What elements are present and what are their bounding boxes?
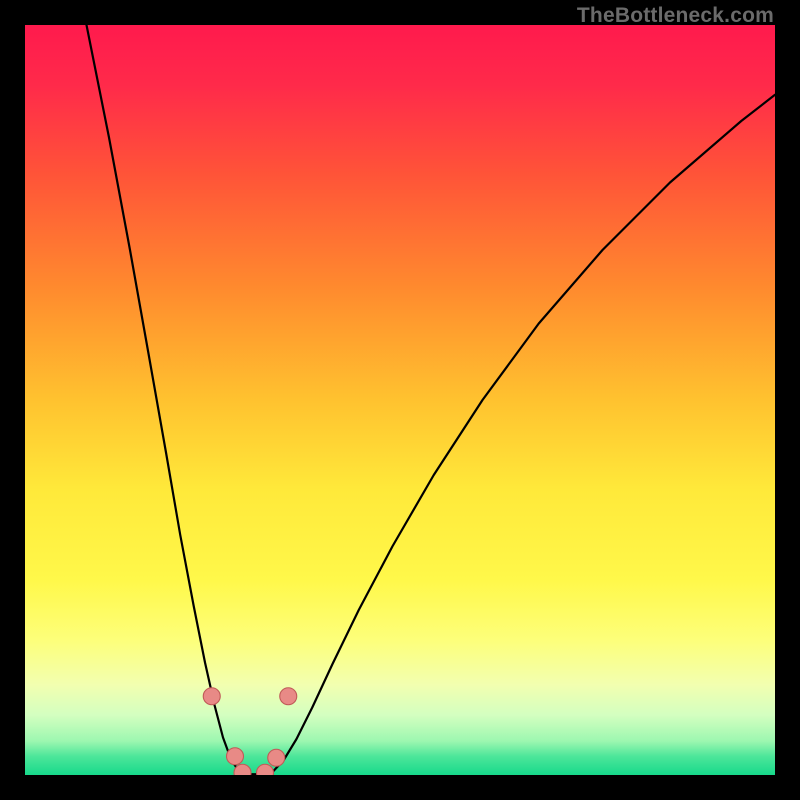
marker-group: [203, 688, 297, 775]
marker-point: [280, 688, 297, 705]
marker-point: [257, 764, 274, 775]
marker-point: [203, 688, 220, 705]
bottleneck-curve: [87, 25, 776, 774]
marker-point: [227, 748, 244, 765]
plot-area: [25, 25, 775, 775]
curve-layer: [25, 25, 775, 775]
marker-point: [268, 749, 285, 766]
chart-container: TheBottleneck.com: [0, 0, 800, 800]
